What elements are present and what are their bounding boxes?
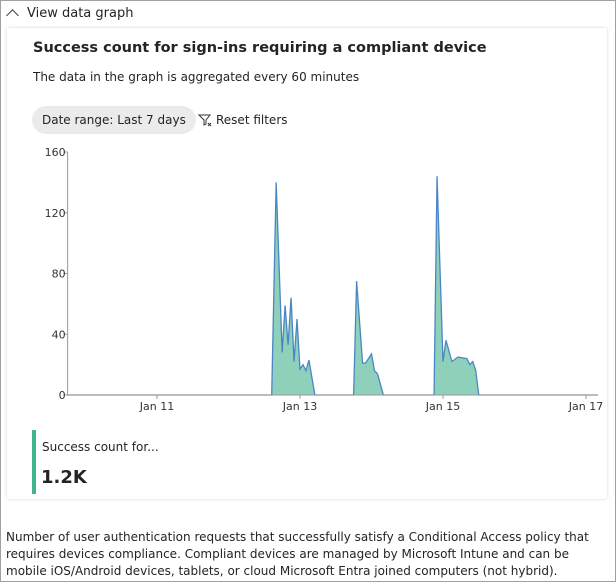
chart-subtitle: The data in the graph is aggregated ever… — [33, 70, 360, 84]
filter-clear-icon — [198, 114, 212, 127]
summary-accent-bar — [32, 430, 36, 494]
x-tick-label: Jan 17 — [568, 400, 603, 413]
reset-filters-label: Reset filters — [216, 113, 288, 127]
expander-label: View data graph — [27, 6, 134, 21]
y-tick-label: 120 — [45, 207, 66, 220]
x-tick-label: Jan 13 — [282, 400, 317, 413]
date-range-filter[interactable]: Date range: Last 7 days — [32, 106, 196, 134]
y-tick-label: 80 — [52, 268, 66, 281]
area-fill — [67, 176, 598, 395]
y-tick-label: 0 — [59, 389, 66, 402]
area-chart: 0 40 80 120 160 Jan 11 Jan 13 Jan 15 Jan 17 — [45, 146, 604, 413]
summary-value: 1.2K — [41, 467, 87, 488]
y-tick-label: 160 — [45, 146, 66, 159]
reset-filters-button[interactable]: Reset filters — [198, 113, 288, 127]
view-data-graph-toggle[interactable]: View data graph — [6, 6, 134, 22]
x-tick-label: Jan 15 — [425, 400, 460, 413]
summary-label: Success count for... — [42, 440, 159, 454]
series-line — [67, 176, 598, 396]
description: Number of user authentication requests t… — [6, 530, 589, 578]
chart-title: Success count for sign-ins requiring a c… — [33, 40, 487, 56]
y-tick-label: 40 — [52, 328, 66, 341]
x-tick-label: Jan 11 — [139, 400, 174, 413]
